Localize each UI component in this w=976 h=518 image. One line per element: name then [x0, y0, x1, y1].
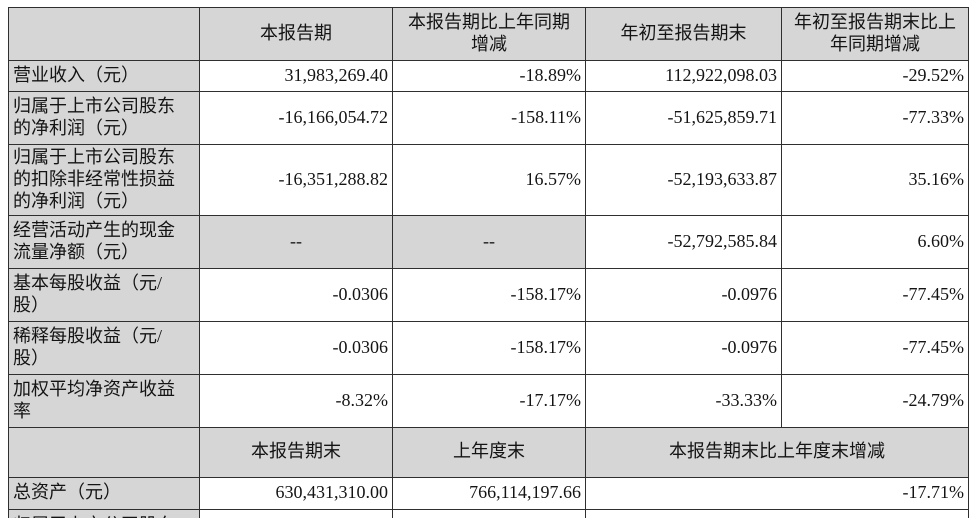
row-total-assets: 总资产（元） 630,431,310.00 766,114,197.66 -17…	[8, 476, 969, 510]
cell-change: 22.24%	[585, 508, 969, 518]
row-label: 归属于上市公司股东 的扣除非经常性损益 的净利润（元）	[8, 144, 200, 216]
header-current-period: 本报告期	[199, 7, 393, 61]
row-owners-equity-attributable: 归属于上市公司股东 的所有者权益（元） 186,313,331.28 152,4…	[8, 508, 969, 518]
cell-ytd: -51,625,859.71	[585, 91, 782, 145]
cell-ytd: 112,922,098.03	[585, 60, 782, 92]
cell-ytd: -0.0976	[585, 320, 782, 375]
cell-current: -0.0306	[199, 320, 393, 375]
row-operating-cash-flow: 经营活动产生的现金 流量净额（元） -- -- -52,792,585.84 6…	[8, 214, 969, 269]
cell-yoy-change: 16.57%	[392, 144, 586, 216]
cell-prior-year-end: 766,114,197.66	[392, 476, 586, 510]
cell-yoy-change: -17.17%	[392, 373, 586, 428]
row-label: 经营活动产生的现金 流量净额（元）	[8, 214, 200, 269]
cell-period-end: 186,313,331.28	[199, 508, 393, 518]
cell-ytd: -52,792,585.84	[585, 214, 782, 269]
cell-yoy-change-na: --	[392, 214, 586, 269]
cell-ytd-yoy-change: 35.16%	[781, 144, 969, 216]
cell-ytd-yoy-change: -24.79%	[781, 373, 969, 428]
cell-period-end: 630,431,310.00	[199, 476, 393, 510]
cell-current: -16,166,054.72	[199, 91, 393, 145]
cell-ytd-yoy-change: -77.45%	[781, 320, 969, 375]
cell-current: -8.32%	[199, 373, 393, 428]
header-prior-year-end: 上年度末	[392, 426, 586, 478]
cell-yoy-change: -158.17%	[392, 267, 586, 322]
financial-summary-table: 本报告期 本报告期比上年同期 增减 年初至报告期末 年初至报告期末比上 年同期增…	[8, 7, 969, 518]
section1-header-row: 本报告期 本报告期比上年同期 增减 年初至报告期末 年初至报告期末比上 年同期增…	[8, 7, 969, 61]
cell-ytd-yoy-change: -77.33%	[781, 91, 969, 145]
row-net-profit-excl-nonrecurring: 归属于上市公司股东 的扣除非经常性损益 的净利润（元） -16,351,288.…	[8, 144, 969, 216]
cell-current: -0.0306	[199, 267, 393, 322]
corner-cell	[8, 7, 200, 61]
row-label: 归属于上市公司股东 的净利润（元）	[8, 91, 200, 145]
cell-ytd: -52,193,633.87	[585, 144, 782, 216]
header-current-vs-prior-year: 本报告期比上年同期 增减	[392, 7, 586, 61]
cell-ytd-yoy-change: 6.60%	[781, 214, 969, 269]
cell-yoy-change: -18.89%	[392, 60, 586, 92]
cell-change: -17.71%	[585, 476, 969, 510]
cell-current: 31,983,269.40	[199, 60, 393, 92]
row-label: 归属于上市公司股东 的所有者权益（元）	[8, 508, 200, 518]
cell-ytd: -0.0976	[585, 267, 782, 322]
row-operating-revenue: 营业收入（元） 31,983,269.40 -18.89% 112,922,09…	[8, 60, 969, 92]
header-change-vs-prior-year-end: 本报告期末比上年度末增减	[585, 426, 969, 478]
cell-ytd-yoy-change: -29.52%	[781, 60, 969, 92]
row-net-profit-attributable: 归属于上市公司股东 的净利润（元） -16,166,054.72 -158.11…	[8, 91, 969, 145]
row-label: 营业收入（元）	[8, 60, 200, 92]
header-year-to-date: 年初至报告期末	[585, 7, 782, 61]
cell-yoy-change: -158.11%	[392, 91, 586, 145]
row-label: 加权平均净资产收益 率	[8, 373, 200, 428]
row-basic-eps: 基本每股收益（元/ 股） -0.0306 -158.17% -0.0976 -7…	[8, 267, 969, 322]
row-label: 基本每股收益（元/ 股）	[8, 267, 200, 322]
corner-cell	[8, 426, 200, 478]
section2-header-row: 本报告期末 上年度末 本报告期末比上年度末增减	[8, 426, 969, 478]
cell-prior-year-end: 152,418,459.48	[392, 508, 586, 518]
cell-yoy-change: -158.17%	[392, 320, 586, 375]
header-period-end: 本报告期末	[199, 426, 393, 478]
row-label: 总资产（元）	[8, 476, 200, 510]
cell-current: -16,351,288.82	[199, 144, 393, 216]
row-diluted-eps: 稀释每股收益（元/ 股） -0.0306 -158.17% -0.0976 -7…	[8, 320, 969, 375]
cell-current-na: --	[199, 214, 393, 269]
header-ytd-vs-prior-year: 年初至报告期末比上 年同期增减	[781, 7, 969, 61]
cell-ytd-yoy-change: -77.45%	[781, 267, 969, 322]
row-label: 稀释每股收益（元/ 股）	[8, 320, 200, 375]
row-weighted-avg-roe: 加权平均净资产收益 率 -8.32% -17.17% -33.33% -24.7…	[8, 373, 969, 428]
cell-ytd: -33.33%	[585, 373, 782, 428]
